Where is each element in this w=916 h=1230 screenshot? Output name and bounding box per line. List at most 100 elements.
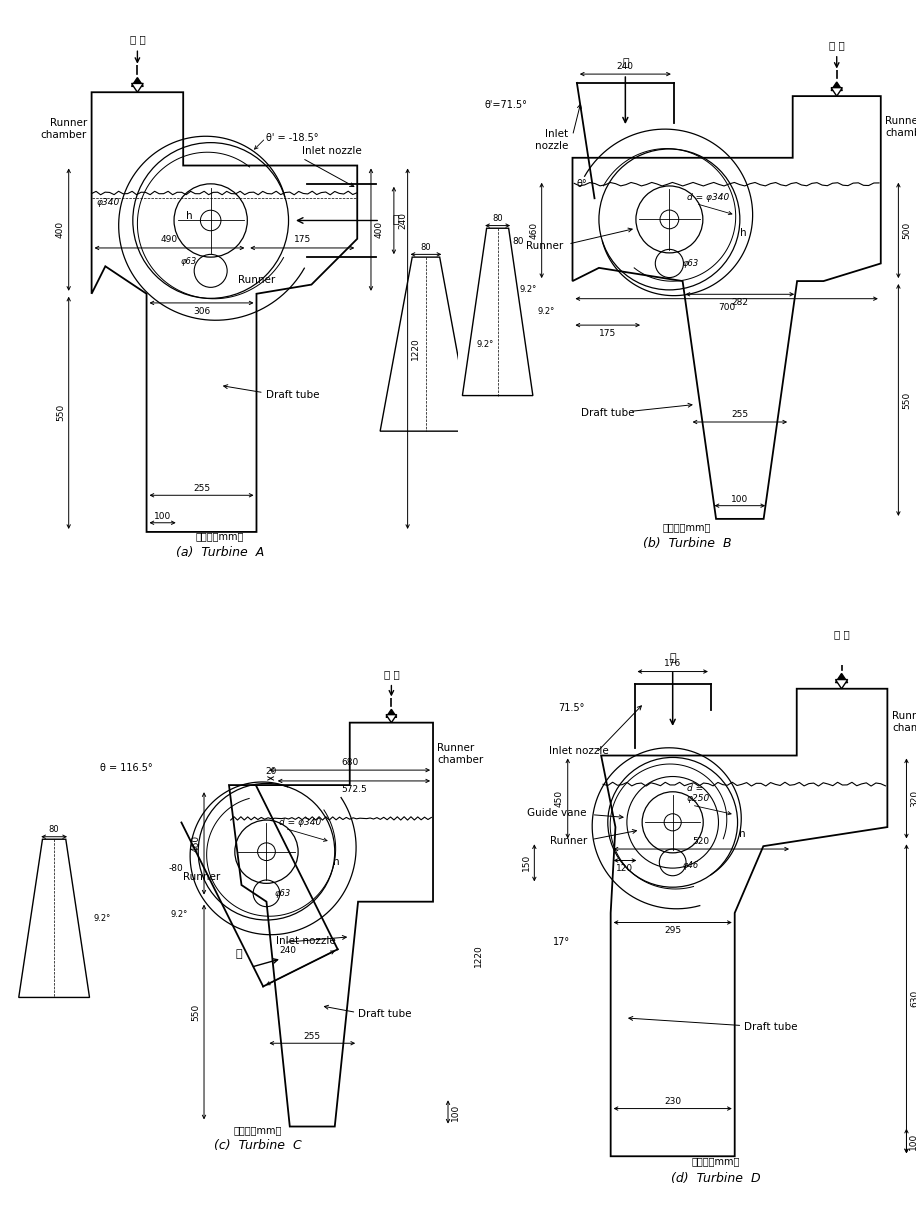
- Text: 空 気: 空 気: [129, 34, 146, 44]
- Text: 400: 400: [56, 221, 65, 239]
- Text: 520: 520: [692, 838, 710, 846]
- Polygon shape: [386, 715, 397, 723]
- Text: 460: 460: [191, 835, 201, 852]
- Text: 9.2°: 9.2°: [476, 339, 494, 348]
- Text: Draft tube: Draft tube: [582, 408, 635, 418]
- Text: 120: 120: [616, 865, 634, 873]
- Text: 9.2°: 9.2°: [170, 910, 188, 919]
- Text: 9.2°: 9.2°: [519, 285, 537, 294]
- Polygon shape: [831, 87, 843, 96]
- Text: 17°: 17°: [553, 936, 571, 947]
- Text: 550: 550: [56, 405, 65, 422]
- Text: θ°: θ°: [577, 180, 587, 189]
- Text: 450: 450: [555, 790, 564, 807]
- Text: Runner
chamber: Runner chamber: [41, 118, 87, 140]
- Text: 1220: 1220: [411, 337, 420, 360]
- Text: 255: 255: [193, 483, 210, 492]
- Text: φ63: φ63: [180, 257, 197, 266]
- Text: 550: 550: [191, 1004, 201, 1021]
- Text: 295: 295: [664, 926, 682, 935]
- Text: 9.2°: 9.2°: [538, 308, 554, 316]
- Text: Runner: Runner: [550, 836, 587, 846]
- Text: (a)  Turbine  A: (a) Turbine A: [176, 546, 264, 560]
- Text: Inlet
nozzle: Inlet nozzle: [535, 129, 568, 151]
- Text: (d)  Turbine  D: (d) Turbine D: [671, 1172, 760, 1184]
- Text: 230: 230: [664, 1097, 682, 1106]
- Text: 80: 80: [420, 242, 431, 252]
- Text: 630: 630: [911, 990, 916, 1007]
- Text: 水: 水: [622, 58, 628, 68]
- Text: 100: 100: [910, 1133, 916, 1150]
- Polygon shape: [831, 82, 843, 91]
- Text: 100: 100: [154, 512, 171, 522]
- Text: 175: 175: [599, 328, 616, 338]
- Text: d = φ340: d = φ340: [687, 193, 729, 202]
- Text: h: h: [740, 228, 747, 237]
- Text: h: h: [333, 857, 340, 867]
- Text: 700: 700: [718, 303, 736, 312]
- Text: Draft tube: Draft tube: [358, 1009, 411, 1020]
- Polygon shape: [132, 84, 143, 92]
- Text: Inlet nozzle: Inlet nozzle: [549, 745, 608, 755]
- Text: 680: 680: [341, 758, 358, 766]
- Text: φ46: φ46: [682, 861, 699, 870]
- Text: 550: 550: [902, 391, 911, 408]
- Text: 255: 255: [304, 1032, 321, 1041]
- Text: 175: 175: [294, 235, 311, 245]
- Text: θ'=71.5°: θ'=71.5°: [485, 100, 528, 109]
- Text: 水: 水: [670, 653, 676, 663]
- Text: 176: 176: [664, 659, 682, 668]
- Text: φ63: φ63: [275, 889, 291, 898]
- Text: 306: 306: [193, 306, 210, 316]
- Text: Guide vane: Guide vane: [528, 808, 587, 818]
- Text: （単位：mm）: （単位：mm）: [234, 1125, 282, 1135]
- Text: 282: 282: [731, 298, 748, 306]
- Polygon shape: [835, 674, 847, 683]
- Text: Runner
chamber: Runner chamber: [885, 116, 916, 138]
- Text: 400: 400: [375, 221, 384, 239]
- Text: (b)  Turbine  B: (b) Turbine B: [643, 536, 731, 550]
- Text: d =
φ250: d = φ250: [687, 784, 710, 803]
- Text: 460: 460: [529, 221, 538, 239]
- Polygon shape: [132, 77, 143, 86]
- Text: 空 気: 空 気: [829, 41, 845, 50]
- Text: 空 気: 空 気: [384, 669, 399, 679]
- Text: 9.2°: 9.2°: [93, 914, 111, 922]
- Text: 80: 80: [492, 214, 503, 223]
- Polygon shape: [386, 710, 397, 717]
- Text: 240: 240: [616, 62, 634, 70]
- Text: 1220: 1220: [474, 945, 483, 967]
- Text: θ' = -18.5°: θ' = -18.5°: [266, 133, 318, 143]
- Text: （単位：mm）: （単位：mm）: [196, 531, 244, 541]
- Text: φ340: φ340: [96, 198, 119, 207]
- Text: φ63: φ63: [682, 260, 699, 268]
- Text: 572.5: 572.5: [341, 785, 366, 795]
- Text: 490: 490: [161, 235, 178, 245]
- Text: 500: 500: [902, 221, 911, 239]
- Text: （単位：mm）: （単位：mm）: [663, 522, 711, 533]
- Text: Runner: Runner: [238, 276, 276, 285]
- Text: Runner: Runner: [183, 872, 221, 882]
- Text: 100: 100: [451, 1103, 460, 1121]
- Text: Draft tube: Draft tube: [266, 390, 319, 400]
- Text: 水: 水: [235, 950, 243, 959]
- Text: 80: 80: [513, 237, 524, 246]
- Text: 71.5°: 71.5°: [558, 702, 584, 713]
- Text: Runner
chamber: Runner chamber: [892, 711, 916, 733]
- Text: -80: -80: [169, 863, 183, 873]
- Polygon shape: [835, 679, 847, 689]
- Text: 100: 100: [731, 494, 748, 504]
- Text: 水: 水: [392, 215, 398, 225]
- Text: Inlet nozzle: Inlet nozzle: [302, 146, 362, 156]
- Text: Draft tube: Draft tube: [744, 1022, 798, 1032]
- Text: (c)  Turbine  C: (c) Turbine C: [214, 1139, 302, 1151]
- Text: Runner: Runner: [527, 241, 563, 251]
- Text: 150: 150: [521, 855, 530, 872]
- Text: 20: 20: [265, 768, 277, 776]
- Text: 80: 80: [49, 825, 60, 834]
- Text: （単位：mm）: （単位：mm）: [692, 1156, 740, 1166]
- Text: d = φ340: d = φ340: [279, 818, 322, 827]
- Text: 240: 240: [398, 212, 408, 229]
- Text: θ = 116.5°: θ = 116.5°: [100, 764, 153, 774]
- Text: 320: 320: [911, 790, 916, 807]
